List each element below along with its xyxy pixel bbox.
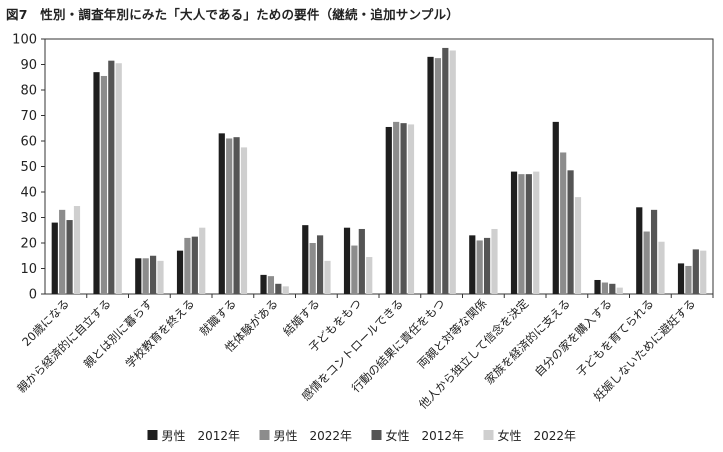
bar-series3-cat8 <box>358 228 365 294</box>
bar-series1-cat16 <box>677 263 685 294</box>
bar-series2-cat15 <box>643 231 650 294</box>
category-label: 子どもを育てられる <box>573 296 656 379</box>
y-tick-label: 0 <box>29 288 37 303</box>
bar-series4-cat10 <box>449 50 456 295</box>
bar-series1-cat9 <box>385 126 392 294</box>
bar-series1-cat14 <box>594 279 601 294</box>
chart-title: 図7 性別・調査年別にみた「大人である」ための要件（継続・追加サンプル） <box>6 7 459 22</box>
bar-series4-cat8 <box>366 257 373 294</box>
bar-series4-cat6 <box>282 286 289 294</box>
y-tick-label: 100 <box>12 33 37 48</box>
y-tick-label: 60 <box>20 135 37 150</box>
bar-series1-cat15 <box>636 207 643 294</box>
bar-series4-cat2 <box>115 63 122 294</box>
bar-series3-cat5 <box>233 137 240 294</box>
bar-series4-cat9 <box>407 124 415 294</box>
bar-series3-cat2 <box>108 60 115 294</box>
bar-series1-cat8 <box>343 227 351 294</box>
legend-label: 女性 2012年 <box>386 428 465 443</box>
bar-series2-cat4 <box>184 237 191 294</box>
bar-series1-cat6 <box>260 274 267 295</box>
bar-series2-cat6 <box>267 276 275 294</box>
bar-series3-cat7 <box>316 235 324 294</box>
y-tick-label: 40 <box>20 186 37 201</box>
legend-swatch <box>147 430 158 440</box>
bar-series4-cat14 <box>616 287 623 295</box>
y-tick-label: 30 <box>20 211 37 226</box>
bar-series4-cat15 <box>658 241 665 294</box>
bar-series4-cat7 <box>324 260 331 294</box>
y-tick-label: 10 <box>20 262 37 277</box>
bar-series3-cat14 <box>609 283 616 294</box>
bar-series4-cat5 <box>240 147 248 295</box>
bar-series3-cat9 <box>400 123 407 295</box>
legend-label: 男性 2012年 <box>162 429 241 443</box>
bar-series1-cat3 <box>135 258 142 294</box>
bar-series4-cat4 <box>199 227 206 294</box>
bar-series2-cat12 <box>518 174 525 294</box>
bar-series4-cat3 <box>157 260 164 294</box>
legend-swatch <box>259 430 270 440</box>
legend-swatch <box>371 430 382 440</box>
bar-series2-cat14 <box>601 282 609 294</box>
bar-series1-cat5 <box>218 133 225 294</box>
plot-frame <box>44 38 714 295</box>
y-tick-label: 20 <box>20 237 37 252</box>
bars <box>51 47 707 295</box>
bar-series3-cat6 <box>275 283 282 294</box>
bar-series1-cat10 <box>427 56 434 294</box>
bar-series3-cat3 <box>149 255 157 294</box>
category-label: 就職する <box>197 296 239 338</box>
bar-series1-cat11 <box>469 235 476 294</box>
legend-label: 女性 2022年 <box>498 428 577 443</box>
bar-series1-cat1 <box>51 222 58 294</box>
bar-series2-cat8 <box>351 245 358 294</box>
bar-series4-cat11 <box>491 228 498 294</box>
bar-series4-cat13 <box>574 197 582 294</box>
bar-series1-cat2 <box>93 72 100 295</box>
bar-series4-cat1 <box>73 206 81 294</box>
bar-series3-cat1 <box>66 220 73 294</box>
bar-series3-cat13 <box>567 170 574 294</box>
y-tick-label: 70 <box>20 109 37 124</box>
bar-series3-cat11 <box>483 237 491 294</box>
bar-series3-cat16 <box>692 249 699 295</box>
bar-series2-cat7 <box>309 243 316 294</box>
bar-series3-cat10 <box>442 47 449 295</box>
bar-series1-cat13 <box>552 121 559 295</box>
legend-label: 男性 2022年 <box>274 429 353 443</box>
y-tick-label: 50 <box>20 160 37 175</box>
axes: 0 10 20 30 40 50 60 70 80 90 100 <box>12 33 714 303</box>
category-label: 結婚する <box>280 296 322 338</box>
bar-series2-cat10 <box>434 58 442 295</box>
category-label: 自分の家を購入する <box>532 296 615 379</box>
bar-series1-cat7 <box>302 225 309 294</box>
bar-series1-cat12 <box>510 171 518 294</box>
bar-series4-cat16 <box>700 250 707 294</box>
bar-series4-cat12 <box>533 171 540 294</box>
legend-swatch <box>483 430 494 440</box>
bar-series3-cat4 <box>191 236 198 295</box>
bar-series2-cat1 <box>59 209 66 294</box>
bar-series1-cat4 <box>176 250 184 294</box>
bar-series2-cat3 <box>142 258 149 294</box>
bar-series2-cat11 <box>476 240 483 294</box>
bar-series2-cat13 <box>560 152 567 294</box>
y-tick-label: 90 <box>20 58 37 73</box>
bar-series3-cat15 <box>650 209 658 294</box>
bar-series2-cat16 <box>685 265 692 294</box>
bar-series2-cat2 <box>100 75 108 294</box>
bar-series2-cat9 <box>393 121 400 295</box>
legend: 男性 2012年 男性 2022年 女性 2012年 女性 2022年 <box>147 428 577 443</box>
bar-series3-cat12 <box>525 174 532 294</box>
y-tick-label: 80 <box>20 84 37 99</box>
bar-series2-cat5 <box>226 138 233 294</box>
